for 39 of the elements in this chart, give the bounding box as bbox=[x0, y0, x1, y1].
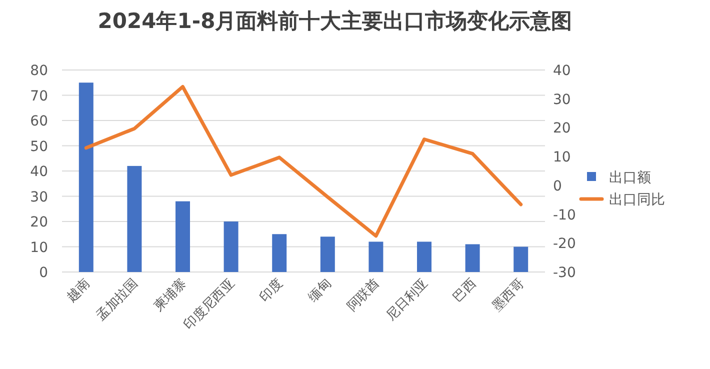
y-tick-label: 10 bbox=[30, 240, 48, 256]
y-tick-label: 40 bbox=[30, 164, 48, 180]
y2-tick-label: 40 bbox=[553, 63, 571, 79]
y2-tick-label: 10 bbox=[553, 150, 571, 166]
y-tick-label: 30 bbox=[30, 189, 48, 206]
y-tick-label: 0 bbox=[39, 265, 48, 281]
bar bbox=[368, 242, 384, 272]
y-tick-label: 20 bbox=[30, 214, 48, 230]
y2-tick-label: -20 bbox=[553, 236, 576, 252]
legend-label: 出口额 bbox=[609, 170, 651, 186]
bar bbox=[224, 222, 238, 272]
x-tick-label: 孟加拉国 bbox=[94, 276, 142, 324]
bar bbox=[320, 236, 335, 272]
bar bbox=[465, 244, 480, 272]
bar bbox=[417, 242, 432, 272]
x-tick-label: 缅甸 bbox=[305, 276, 334, 306]
y-tick-label: 80 bbox=[30, 63, 48, 79]
x-tick-label: 阿联酋 bbox=[344, 276, 383, 314]
chart-title: 2024年1-8月面料前十大主要出口市场变化示意图 bbox=[98, 9, 572, 33]
x-tick-label: 印度 bbox=[256, 276, 286, 306]
y2-tick-label: -30 bbox=[553, 265, 576, 281]
bar bbox=[514, 246, 528, 272]
bar bbox=[127, 166, 142, 272]
legend-label: 出口同比 bbox=[609, 192, 665, 208]
y2-tick-label: -10 bbox=[553, 207, 576, 224]
x-tick-label: 越南 bbox=[64, 276, 93, 306]
x-tick-label: 柬埔寨 bbox=[150, 276, 190, 314]
x-tick-label: 墨西哥 bbox=[489, 276, 528, 314]
y-tick-label: 60 bbox=[30, 114, 48, 130]
y-tick-label: 70 bbox=[30, 88, 48, 104]
y2-tick-label: 30 bbox=[553, 92, 571, 108]
y-tick-label: 50 bbox=[30, 138, 48, 155]
bar bbox=[272, 234, 287, 272]
bar bbox=[176, 201, 190, 272]
y2-tick-label: 0 bbox=[553, 178, 562, 194]
x-tick-label: 巴西 bbox=[450, 276, 480, 306]
y2-tick-label: 20 bbox=[553, 120, 571, 137]
x-tick-label: 尼日利亚 bbox=[384, 276, 432, 324]
bar bbox=[78, 82, 94, 272]
